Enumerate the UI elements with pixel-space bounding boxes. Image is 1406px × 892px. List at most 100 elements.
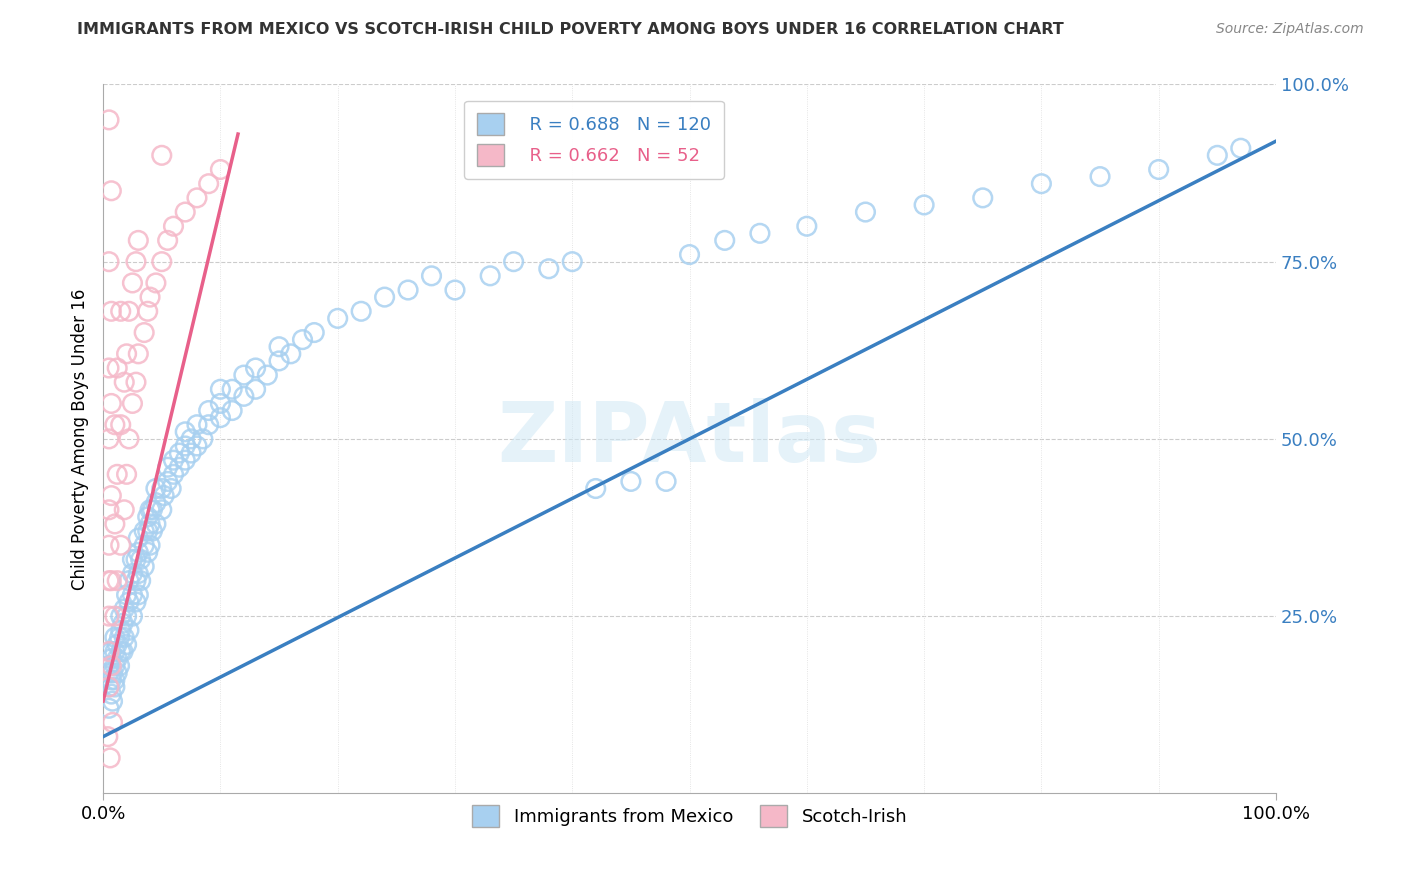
Legend: Immigrants from Mexico, Scotch-Irish: Immigrants from Mexico, Scotch-Irish (465, 797, 914, 834)
Point (174, 453, 197, 467)
Point (104, 658, 127, 673)
Point (110, 538, 132, 552)
Point (537, 261, 560, 276)
Point (129, 574, 152, 588)
Point (105, 651, 128, 665)
Point (125, 574, 148, 588)
Point (127, 347, 149, 361)
Point (186, 439, 208, 453)
Point (267, 354, 290, 368)
Point (162, 453, 184, 467)
Point (98, 503, 121, 517)
Point (104, 644, 127, 658)
Point (110, 304, 132, 318)
Point (197, 417, 219, 432)
Point (112, 602, 135, 616)
Point (796, 219, 818, 234)
Point (156, 234, 179, 248)
Point (150, 503, 173, 517)
Point (139, 538, 162, 552)
Point (197, 177, 219, 191)
Point (502, 254, 524, 268)
Point (115, 467, 138, 482)
Point (156, 475, 179, 489)
Point (972, 191, 994, 205)
Point (141, 503, 163, 517)
Point (118, 595, 141, 609)
Point (209, 410, 232, 425)
Point (145, 496, 167, 510)
Point (153, 489, 176, 503)
Point (134, 559, 156, 574)
Point (100, 184, 122, 198)
Point (110, 417, 132, 432)
Point (121, 552, 143, 566)
Point (209, 162, 232, 177)
Point (1088, 169, 1111, 184)
Point (98, 254, 121, 268)
Text: ZIPAtlas: ZIPAtlas (498, 399, 882, 479)
Point (396, 283, 419, 297)
Point (302, 326, 325, 340)
Point (125, 254, 148, 268)
Point (561, 254, 583, 268)
Point (115, 638, 138, 652)
Point (1229, 141, 1251, 155)
Point (100, 574, 122, 588)
Point (98, 680, 121, 694)
Point (245, 382, 267, 396)
Point (105, 467, 128, 482)
Point (145, 276, 167, 290)
Point (186, 191, 208, 205)
Point (100, 489, 122, 503)
Point (620, 475, 643, 489)
Point (97, 730, 120, 744)
Point (374, 290, 396, 304)
Point (100, 651, 122, 665)
Point (326, 311, 349, 326)
Point (174, 439, 197, 453)
Point (104, 680, 127, 694)
Point (115, 347, 138, 361)
Point (156, 460, 179, 475)
Point (655, 475, 678, 489)
Point (134, 524, 156, 538)
Point (104, 417, 127, 432)
Point (118, 574, 141, 588)
Point (678, 247, 700, 261)
Point (479, 268, 502, 283)
Point (350, 304, 373, 318)
Point (145, 516, 167, 531)
Point (98, 574, 121, 588)
Point (118, 624, 141, 638)
Point (197, 403, 219, 417)
Point (112, 616, 135, 631)
Point (139, 516, 162, 531)
Point (256, 368, 278, 383)
Point (101, 715, 124, 730)
Text: IMMIGRANTS FROM MEXICO VS SCOTCH-IRISH CHILD POVERTY AMONG BOYS UNDER 16 CORRELA: IMMIGRANTS FROM MEXICO VS SCOTCH-IRISH C… (77, 22, 1064, 37)
Point (108, 631, 131, 645)
Point (98, 751, 121, 765)
Point (118, 304, 141, 318)
Point (444, 283, 467, 297)
Point (174, 205, 197, 219)
Point (1206, 148, 1229, 162)
Point (136, 509, 159, 524)
Point (162, 219, 184, 234)
Point (180, 432, 202, 446)
Point (136, 304, 159, 318)
Point (134, 326, 156, 340)
Point (127, 531, 149, 545)
Point (127, 545, 149, 559)
Point (105, 574, 128, 588)
Point (118, 432, 141, 446)
Point (104, 673, 127, 687)
Point (125, 375, 148, 389)
Point (98, 701, 121, 715)
Point (162, 467, 184, 482)
Point (232, 389, 254, 403)
Point (100, 687, 122, 701)
Point (280, 347, 302, 361)
Point (160, 482, 183, 496)
